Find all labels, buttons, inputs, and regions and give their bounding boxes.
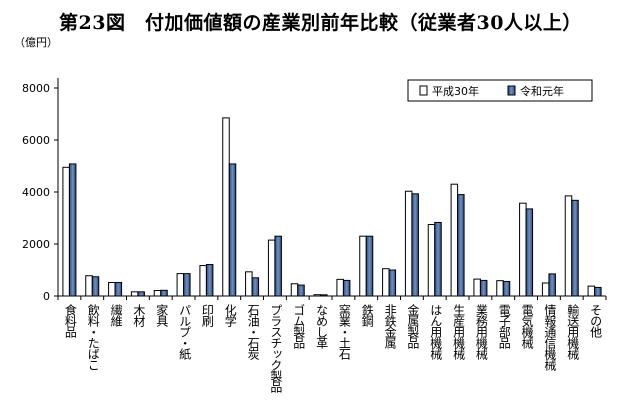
bar-h30-8 xyxy=(245,271,253,297)
bar-h30-22 xyxy=(564,195,573,297)
legend-box xyxy=(407,79,593,102)
category-label: プラスチック製品 xyxy=(269,304,283,393)
category-label: 非鉄金属 xyxy=(383,304,397,350)
bar-h30-7 xyxy=(222,117,230,297)
category-label: 鉄鋼 xyxy=(360,303,374,327)
category-label: 生産用機械 xyxy=(452,304,466,360)
category-label: 化学 xyxy=(223,304,237,327)
bar-h30-17 xyxy=(450,183,459,297)
bar-h30-6 xyxy=(199,265,207,297)
category-label: なめし革 xyxy=(315,304,329,349)
bar-h30-16 xyxy=(427,224,436,297)
bar-r1-14 xyxy=(388,269,397,297)
category-label: 繊維 xyxy=(109,304,123,327)
y-tick-label: 4000 xyxy=(22,186,50,199)
bar-h30-11 xyxy=(313,294,322,297)
bar-h30-15 xyxy=(404,190,413,297)
bar-h30-0 xyxy=(62,166,70,297)
category-label: その他 xyxy=(589,304,603,338)
category-label: 印刷 xyxy=(200,304,214,327)
bar-r1-22 xyxy=(571,199,579,297)
bar-h30-13 xyxy=(359,235,367,297)
category-label: はん用機械 xyxy=(429,304,443,360)
bar-r1-18 xyxy=(479,279,488,297)
legend-swatch-0 xyxy=(419,85,428,96)
bar-h30-18 xyxy=(473,278,481,297)
legend-label-0: 平成30年 xyxy=(432,84,479,98)
category-label: 輸送用機械 xyxy=(566,303,580,360)
chart-title: 第23図 付加価値額の産業別前年比較（従業者30人以上） xyxy=(59,12,582,34)
bar-h30-21 xyxy=(541,282,550,297)
bar-r1-20 xyxy=(525,208,534,297)
y-tick-label: 0 xyxy=(43,290,50,303)
bar-r1-8 xyxy=(251,277,260,297)
bar-r1-12 xyxy=(342,279,351,297)
bar-h30-2 xyxy=(108,281,116,297)
bar-h30-14 xyxy=(382,268,390,297)
bar-r1-9 xyxy=(274,235,282,297)
category-label: 電子部品 xyxy=(497,304,511,349)
legend-label-1: 令和元年 xyxy=(520,84,564,98)
category-label: 金属製品 xyxy=(406,303,420,349)
category-label: 飲料・たばこ xyxy=(86,303,100,370)
bar-r1-3 xyxy=(137,291,145,297)
bar-h30-23 xyxy=(587,285,596,297)
bar-r1-0 xyxy=(68,163,77,297)
y-unit-label: （億円） xyxy=(14,36,58,49)
bar-h30-10 xyxy=(290,283,299,297)
bar-r1-16 xyxy=(434,221,442,297)
y-tick-label: 8000 xyxy=(22,82,50,95)
y-tick-label: 6000 xyxy=(22,134,50,147)
y-tick-label: 2000 xyxy=(22,238,50,251)
bar-r1-5 xyxy=(183,273,191,297)
bar-r1-6 xyxy=(205,264,214,297)
bar-r1-21 xyxy=(548,273,556,297)
category-label: パルプ・紙 xyxy=(178,304,192,361)
category-label: 木材 xyxy=(132,304,146,327)
category-label: 窯業・土石 xyxy=(337,303,351,360)
bar-r1-4 xyxy=(160,289,168,297)
category-label: 情報通信機械 xyxy=(543,304,557,371)
category-label: 食料品 xyxy=(63,303,77,338)
bar-h30-9 xyxy=(267,239,276,297)
category-label: 電気機械 xyxy=(520,304,534,349)
bar-r1-13 xyxy=(365,235,374,297)
bar-r1-2 xyxy=(114,281,123,297)
category-label: 家具 xyxy=(155,303,169,327)
bar-r1-15 xyxy=(411,193,419,297)
bar-h30-4 xyxy=(153,290,162,297)
bar-r1-1 xyxy=(91,276,100,297)
bar-r1-10 xyxy=(297,284,305,297)
bar-r1-7 xyxy=(228,163,237,297)
bar-h30-3 xyxy=(130,291,139,297)
bar-h30-20 xyxy=(519,202,527,297)
bar-h30-19 xyxy=(496,280,504,297)
bar-r1-17 xyxy=(457,194,465,297)
bar-r1-11 xyxy=(320,294,328,297)
category-label: 業務用機械 xyxy=(474,304,488,360)
bar-h30-12 xyxy=(336,278,344,297)
bar-h30-5 xyxy=(176,273,185,297)
legend-swatch-1 xyxy=(507,85,516,96)
bar-r1-23 xyxy=(594,286,602,297)
bar-h30-1 xyxy=(85,275,93,297)
category-label: 石油・石炭 xyxy=(246,304,260,361)
bar-r1-19 xyxy=(502,280,511,297)
category-label: ゴム製品 xyxy=(292,303,306,349)
